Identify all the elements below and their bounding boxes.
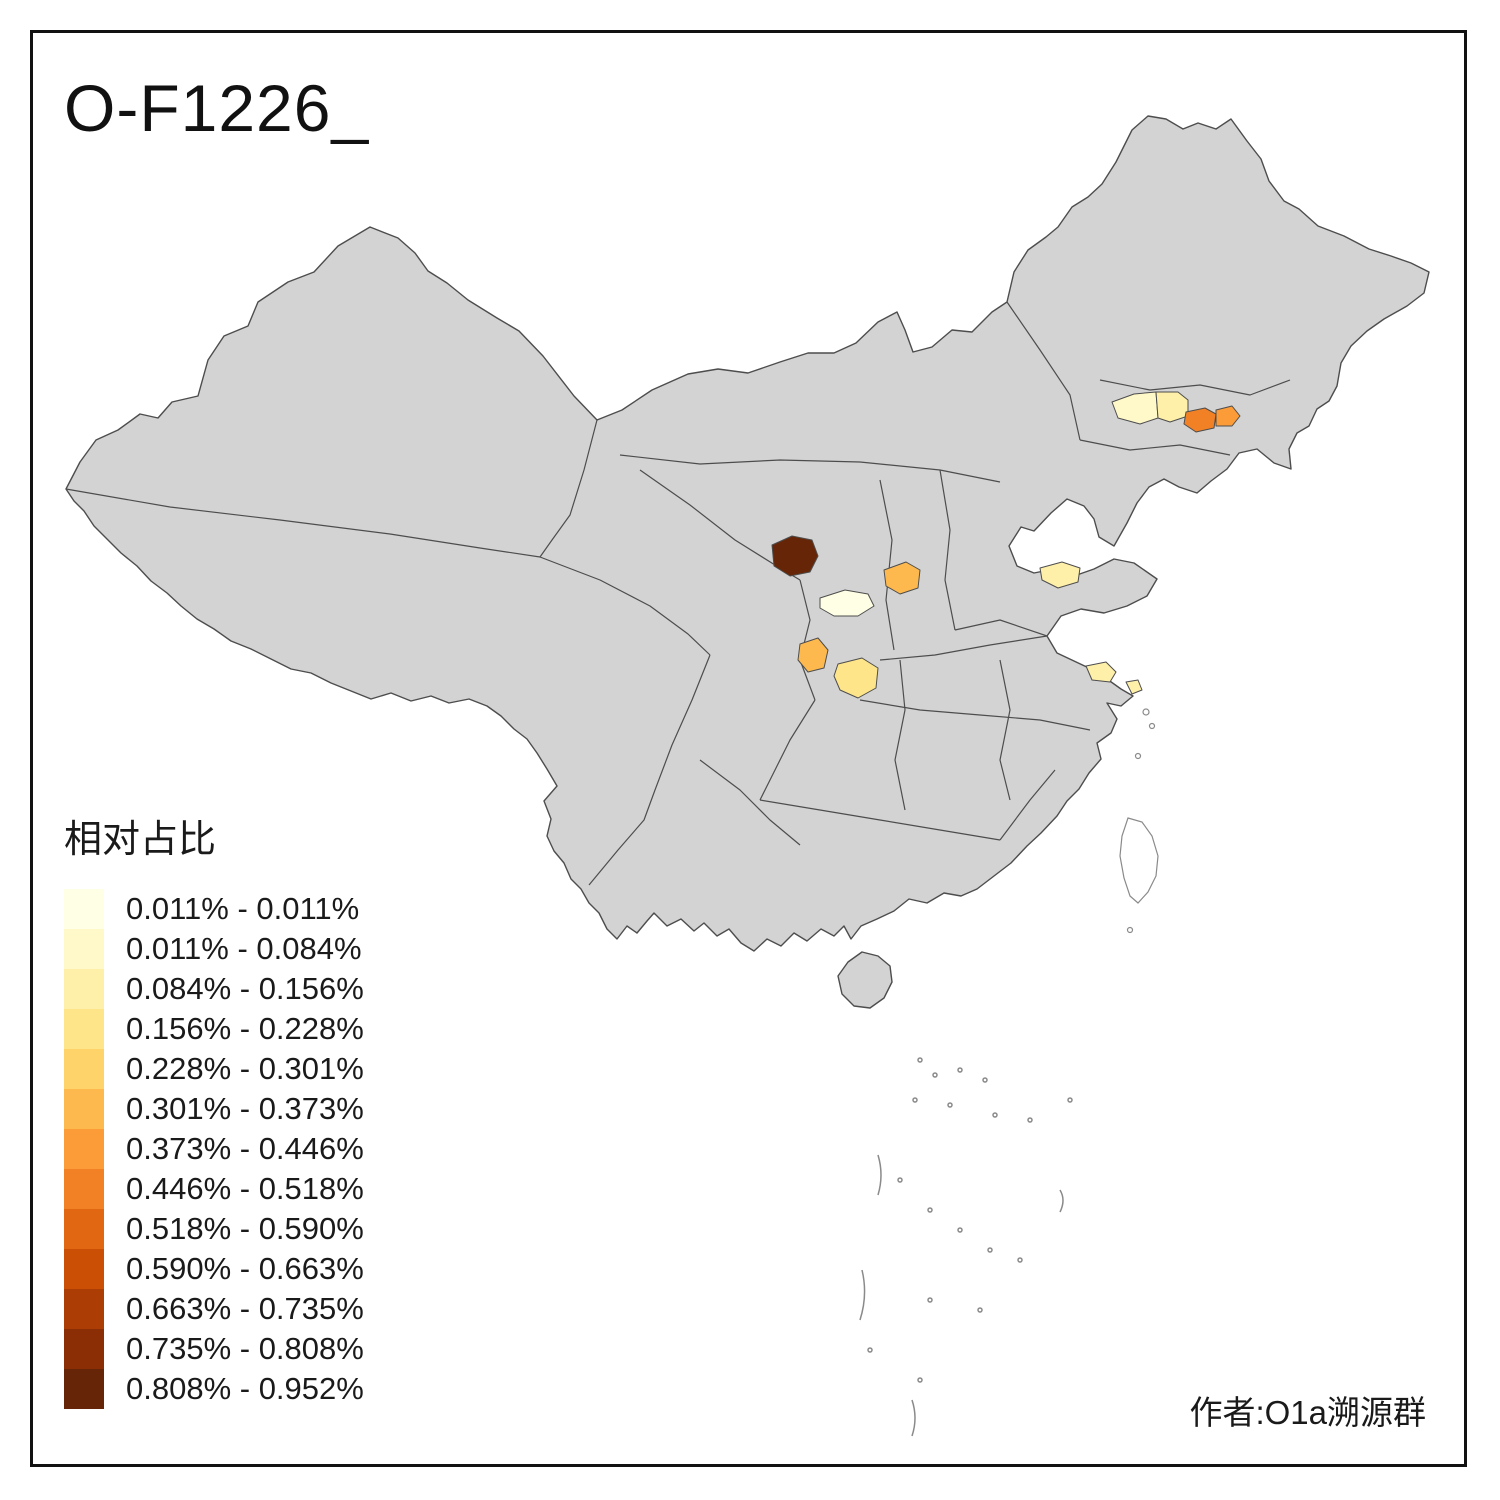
legend-label: 0.084% - 0.156%	[126, 971, 364, 1006]
legend-item: 0.084% - 0.156%	[64, 969, 364, 1009]
highlighted-regions	[771, 391, 1241, 699]
legend-label: 0.301% - 0.373%	[126, 1091, 364, 1126]
highlight-central-west-cream	[819, 589, 875, 617]
highlight-northeast-pale-east	[1155, 391, 1189, 423]
attribution-text: 作者:O1a溯源群	[1189, 1394, 1426, 1431]
hainan-island	[837, 951, 893, 1009]
legend-item: 0.228% - 0.301%	[64, 1049, 364, 1089]
highlight-central-south-orange	[797, 637, 829, 673]
legend-swatch	[64, 1009, 104, 1049]
legend-item: 0.663% - 0.735%	[64, 1289, 364, 1329]
legend-swatch	[64, 1129, 104, 1169]
legend-swatch	[64, 1369, 104, 1409]
highlight-coast-tiny-pale	[1125, 679, 1143, 695]
legend-swatch	[64, 1089, 104, 1129]
legend-label: 0.518% - 0.590%	[126, 1211, 364, 1246]
highlight-northeast-orange	[1183, 407, 1217, 433]
legend-item: 0.808% - 0.952%	[64, 1369, 364, 1409]
legend-item: 0.011% - 0.011%	[64, 889, 364, 929]
legend-item: 0.373% - 0.446%	[64, 1129, 364, 1169]
legend-label: 0.011% - 0.011%	[126, 891, 360, 926]
legend-swatch	[64, 969, 104, 1009]
legend-label: 0.590% - 0.663%	[126, 1251, 364, 1286]
legend-item: 0.011% - 0.084%	[64, 929, 364, 969]
taiwan-island	[1119, 817, 1159, 904]
legend-label: 0.808% - 0.952%	[126, 1371, 364, 1406]
legend-label: 0.446% - 0.518%	[126, 1171, 364, 1206]
legend-label: 0.228% - 0.301%	[126, 1051, 364, 1086]
page-title: O-F1226_	[64, 71, 370, 145]
legend-label: 0.663% - 0.735%	[126, 1291, 364, 1326]
legend-item: 0.590% - 0.663%	[64, 1249, 364, 1289]
legend: 相对占比 0.011% - 0.011% 0.011% - 0.084% 0.0…	[64, 808, 364, 1409]
legend-swatch	[64, 1049, 104, 1089]
legend-swatch	[64, 1289, 104, 1329]
highlight-east-coast-pale	[1085, 661, 1117, 683]
south-china-sea-islands	[859, 1057, 1073, 1437]
legend-swatch	[64, 1329, 104, 1369]
highlight-east-pale-yellow	[1039, 561, 1081, 589]
legend-label: 0.373% - 0.446%	[126, 1131, 364, 1166]
highlight-central-orange	[883, 561, 921, 595]
highlight-central-south-yellow	[833, 657, 879, 699]
legend-swatch	[64, 929, 104, 969]
china-mainland	[65, 115, 1430, 952]
legend-label: 0.735% - 0.808%	[126, 1331, 364, 1366]
legend-item: 0.735% - 0.808%	[64, 1329, 364, 1369]
highlight-northeast-orange-far-east	[1215, 405, 1241, 427]
highlight-northwest-dark-brown	[771, 535, 819, 577]
legend-swatch	[64, 1209, 104, 1249]
legend-swatch	[64, 1249, 104, 1289]
legend-title: 相对占比	[64, 819, 217, 861]
legend-item: 0.156% - 0.228%	[64, 1009, 364, 1049]
legend-swatch	[64, 889, 104, 929]
islands-outline	[1119, 708, 1159, 934]
legend-item: 0.518% - 0.590%	[64, 1209, 364, 1249]
legend-label: 0.011% - 0.084%	[126, 931, 362, 966]
legend-label: 0.156% - 0.228%	[126, 1011, 364, 1046]
legend-swatch	[64, 1169, 104, 1209]
legend-item: 0.301% - 0.373%	[64, 1089, 364, 1129]
legend-item: 0.446% - 0.518%	[64, 1169, 364, 1209]
